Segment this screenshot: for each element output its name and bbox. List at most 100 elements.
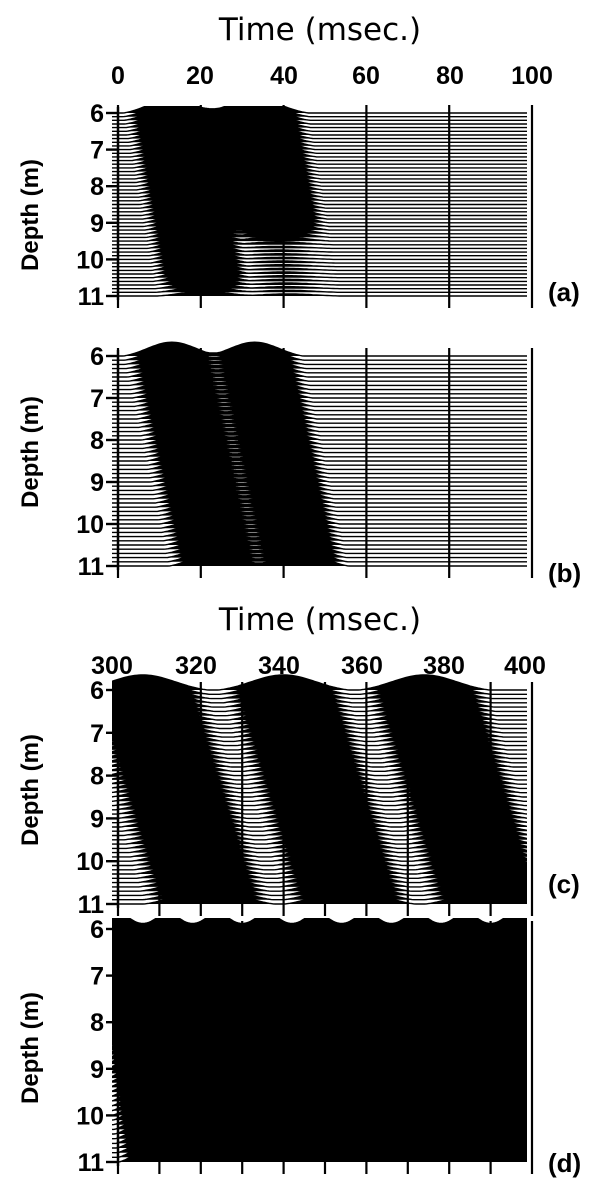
trace-line	[112, 983, 527, 995]
trace-line	[112, 475, 527, 492]
trace-line	[112, 237, 527, 253]
trace-line	[112, 492, 527, 508]
trace-line	[112, 1086, 527, 1102]
trace-fill	[112, 161, 527, 176]
trace-line	[112, 802, 527, 820]
panel-b: 6 7 8 9 10 11 Depth (m) (b)	[17, 341, 581, 588]
trace-line	[112, 1062, 527, 1078]
trace-line	[112, 454, 527, 471]
trace-line	[112, 446, 527, 462]
trace-line	[112, 109, 527, 125]
trace-line	[112, 496, 527, 513]
trace-line	[112, 113, 527, 129]
trace-line	[112, 965, 527, 976]
trace-fill	[112, 401, 527, 415]
y-ticks-b: 6 7 8 9 10 11	[76, 343, 120, 581]
trace-line	[112, 871, 527, 888]
y-tick-label: 7	[90, 385, 104, 413]
trace-line	[112, 1044, 527, 1058]
trace-line	[112, 927, 527, 939]
y-tick-label: 10	[76, 848, 104, 876]
y-ticks-a: 6 7 8 9 10 11	[76, 100, 120, 311]
trace-line	[112, 1081, 527, 1097]
y-tick-label: 11	[78, 891, 105, 919]
trace-line	[112, 937, 527, 948]
trace-line	[112, 1100, 527, 1117]
trace-line	[112, 1095, 527, 1112]
trace-fill	[112, 106, 527, 121]
trace-line	[112, 828, 527, 845]
trace-line	[112, 794, 527, 811]
trace-line	[112, 417, 527, 433]
trace-line	[112, 167, 527, 184]
trace-line	[112, 193, 527, 209]
trace-line	[112, 204, 527, 220]
trace-line	[112, 1049, 527, 1063]
trace-line	[112, 488, 527, 504]
trace-fill	[112, 179, 527, 194]
trace-line	[112, 862, 527, 879]
x-tick-label: 100	[511, 62, 553, 90]
trace-line	[112, 768, 527, 785]
trace-line	[112, 438, 527, 454]
trace-line	[112, 798, 527, 815]
trace-fill	[112, 291, 527, 296]
trace-line	[112, 1058, 527, 1073]
y-tick-label: 10	[76, 246, 104, 274]
trace-fill	[112, 121, 527, 135]
x-tick-label: 20	[186, 62, 214, 90]
trace-line	[112, 375, 527, 391]
trace-line	[112, 400, 527, 416]
trace-line	[112, 960, 527, 971]
y-tick-label: 10	[76, 511, 104, 539]
trace-line	[112, 255, 527, 272]
trace-line	[112, 182, 527, 198]
trace-line	[112, 1114, 527, 1131]
trace-line	[112, 509, 527, 525]
trace-line	[112, 747, 527, 764]
trace-line	[112, 708, 527, 725]
trace-line	[112, 354, 527, 370]
trace-line	[112, 1011, 527, 1023]
trace-line	[112, 341, 527, 357]
y-tick-label: 9	[90, 469, 104, 497]
y-tick-label: 7	[90, 137, 104, 165]
trace-line	[112, 131, 527, 147]
trace-line	[112, 888, 527, 905]
trace-line	[112, 197, 527, 213]
trace-fill	[112, 552, 527, 566]
trace-line	[112, 442, 527, 458]
y-tick-label: 8	[90, 763, 104, 791]
trace-fill	[112, 157, 527, 172]
trace-line	[112, 391, 527, 408]
trace-fill	[112, 396, 527, 411]
trace-fill	[112, 405, 527, 419]
trace-line	[112, 781, 527, 798]
trace-line	[112, 467, 527, 483]
y-tick-label: 9	[90, 1056, 104, 1084]
trace-line	[112, 127, 527, 143]
time-axis-title-bottom: Time (msec.)	[218, 602, 421, 638]
x-tick-labels-top: 0 20 40 60 80 100	[111, 62, 553, 90]
trace-line	[112, 517, 527, 534]
trace-fill	[112, 106, 527, 117]
trace-line	[112, 142, 527, 158]
trace-line	[112, 1132, 527, 1149]
trace-line	[112, 955, 527, 967]
trace-line	[112, 1021, 527, 1033]
trace-line	[112, 1067, 527, 1083]
trace-line	[112, 1090, 527, 1107]
trace-fill	[112, 1096, 527, 1111]
trace-fill	[112, 176, 527, 190]
trace-line	[112, 186, 527, 202]
trace-line	[112, 116, 527, 132]
y-axis-label-c: Depth (m)	[17, 734, 44, 846]
trace-line	[112, 941, 527, 953]
trace-line	[112, 189, 527, 206]
trace-line	[112, 463, 527, 479]
trace-line	[112, 751, 527, 768]
trace-line	[112, 951, 527, 962]
trace-line	[112, 815, 527, 832]
y-tick-label: 11	[78, 283, 105, 311]
trace-line	[112, 695, 527, 713]
